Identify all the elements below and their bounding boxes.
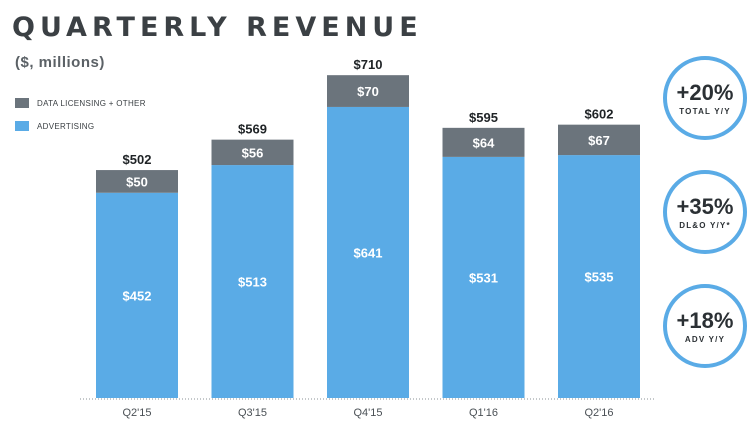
data-label-data-licensing-1: $56: [242, 145, 264, 160]
badge-dlo-value: +35%: [676, 193, 734, 219]
badge-dlo-label: DL&O Y/Y*: [679, 220, 731, 230]
data-label-advertising-0: $452: [123, 288, 152, 303]
badge-dlo-yy: +35% DL&O Y/Y*: [663, 170, 747, 254]
total-label-1: $569: [238, 122, 267, 137]
bar-advertising-1: [211, 165, 294, 398]
total-label-0: $502: [123, 152, 152, 167]
total-label-4: $602: [585, 107, 614, 122]
x-tick-label-0: Q2'15: [122, 407, 151, 419]
legend-item-data-licensing: DATA LICENSING + OTHER: [15, 96, 146, 110]
data-label-data-licensing-3: $64: [473, 135, 495, 150]
data-label-data-licensing-2: $70: [357, 84, 379, 99]
legend-swatch-advertising: [15, 121, 29, 131]
legend-item-advertising: ADVERTISING: [15, 119, 146, 133]
x-tick-label-1: Q3'15: [238, 407, 267, 419]
legend-label-advertising: ADVERTISING: [37, 121, 95, 131]
bar-data-licensing-3: [442, 127, 525, 157]
chart-subtitle: ($, millions): [15, 54, 105, 71]
badge-adv-value: +18%: [676, 307, 734, 333]
badge-total-value: +20%: [676, 79, 734, 105]
chart-title: QUARTERLY REVENUE: [12, 12, 423, 43]
data-label-advertising-1: $513: [238, 275, 267, 290]
bar-data-licensing-0: [96, 170, 178, 193]
data-label-advertising-3: $531: [469, 270, 498, 285]
bar-data-licensing-1: [211, 139, 294, 166]
data-label-data-licensing-4: $67: [588, 133, 610, 148]
x-tick-label-4: Q2'16: [584, 407, 613, 419]
total-label-2: $710: [354, 57, 383, 72]
bar-data-licensing-2: [327, 75, 409, 107]
x-tick-label-3: Q1'16: [469, 407, 498, 419]
legend-label-data-licensing: DATA LICENSING + OTHER: [37, 98, 146, 108]
badge-adv-yy: +18% ADV Y/Y: [663, 284, 747, 368]
badge-adv-label: ADV Y/Y: [684, 334, 726, 344]
bar-advertising-2: [327, 106, 409, 398]
badge-total-label: TOTAL Y/Y: [679, 106, 731, 116]
bar-advertising-0: [96, 192, 178, 398]
x-tick-label-2: Q4'15: [353, 407, 382, 419]
badge-total-yy: +20% TOTAL Y/Y: [663, 56, 747, 140]
data-label-advertising-2: $641: [354, 245, 383, 260]
total-label-3: $595: [469, 110, 498, 125]
bar-data-licensing-4: [558, 124, 640, 156]
data-label-data-licensing-0: $50: [126, 174, 148, 189]
bar-advertising-4: [558, 155, 640, 398]
data-label-advertising-4: $535: [585, 270, 614, 285]
legend-swatch-data-licensing: [15, 98, 29, 108]
legend: DATA LICENSING + OTHER ADVERTISING: [15, 96, 146, 142]
stacked-bar-chart: $452 $50 $502 Q2'15 $513 $56 $569 Q3'15 $641 $70 $…: [80, 57, 655, 419]
bar-advertising-3: [442, 156, 525, 398]
